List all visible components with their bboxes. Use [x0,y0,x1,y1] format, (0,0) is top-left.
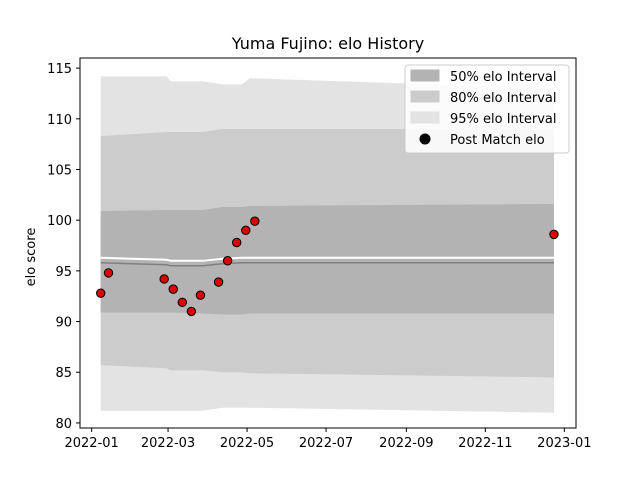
legend-swatch-95 [410,111,440,124]
band-50 [100,203,554,315]
legend-label: 50% elo Interval [450,70,557,85]
post-match-point [222,256,233,266]
legend-label: Post Match elo [450,133,545,148]
x-tick-label: 2022-11 [458,436,512,451]
post-match-point [168,284,178,294]
y-tick-label: 100 [47,214,72,229]
plot-frame [79,57,577,429]
y-tick-label: 115 [47,62,72,77]
x-tick-label: 2022-07 [299,436,353,451]
legend-marker-post-match [419,133,431,145]
post-match-point [549,229,559,240]
post-match-point [103,268,114,278]
post-match-point [96,288,106,298]
y-tick-label: 80 [55,417,72,432]
legend-label: 95% elo Interval [450,112,557,127]
post-match-point [250,216,260,226]
upper-mean-line [100,256,554,262]
legend-swatch-50 [410,69,440,82]
legend: 50% elo Interval 80% elo Interval 95% elo … [404,64,570,154]
x-tick-label: 2022-05 [220,436,274,451]
y-axis-label: elo score [24,228,39,287]
legend-box [404,64,570,154]
post-match-point [186,306,197,317]
post-match-point [241,225,251,236]
legend-label: 80% elo Interval [450,91,557,106]
x-tick-label: 2022-09 [379,436,433,451]
x-tick-label: 2023-01 [537,436,591,451]
post-match-point [213,277,224,287]
plot-area [96,76,559,413]
mean-elo-line [100,262,554,267]
post-match-point [195,290,206,300]
chart-title: Yuma Fujino: elo History [231,34,424,53]
y-tick-label: 110 [47,113,72,128]
post-match-point [177,297,188,308]
y-tick-label: 85 [55,366,72,381]
y-tick-label: 95 [55,265,72,280]
y-tick-label: 90 [55,316,72,331]
x-tick-label: 2022-01 [64,436,118,451]
legend-swatch-80 [410,90,440,103]
x-tick-label: 2022-03 [141,436,195,451]
y-tick-label: 105 [47,164,72,179]
post-match-point [159,274,169,284]
axes: 2022-01 2022-03 2022-05 2022-07 2022-09 2022-… [47,57,592,451]
post-match-point [231,237,242,248]
